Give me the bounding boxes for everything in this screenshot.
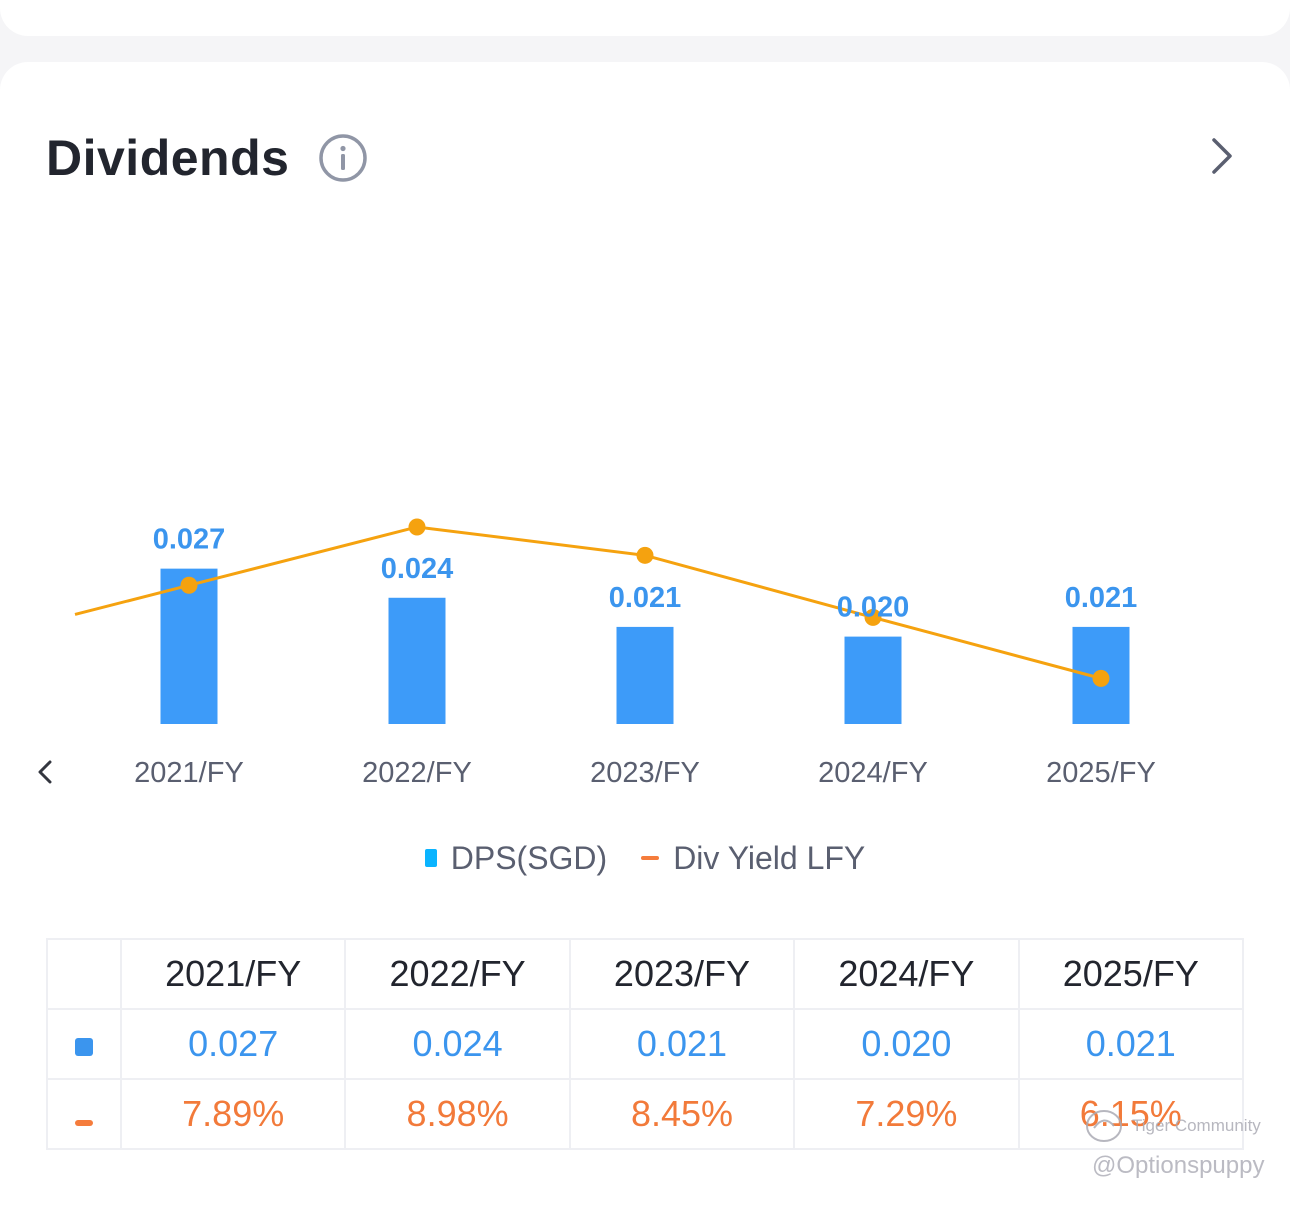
row-marker-dps [46, 1008, 122, 1080]
table-cell-dps: 0.021 [1017, 1008, 1245, 1080]
legend-label-yield: Div Yield LFY [673, 839, 866, 876]
dividends-table: 2021/FY 2022/FY 2023/FY 2024/FY 2025/FY … [46, 938, 1245, 1150]
legend-item-yield[interactable]: Div Yield LFY [641, 840, 865, 877]
dps-value-label: 0.021 [1065, 582, 1138, 614]
bar-swatch-icon [75, 1038, 93, 1056]
table-corner-cell [46, 938, 122, 1010]
table-header-cell: 2021/FY [119, 938, 347, 1010]
row-marker-yield [46, 1078, 122, 1150]
table-header-row: 2021/FY 2022/FY 2023/FY 2024/FY 2025/FY [46, 938, 1245, 1010]
chevron-right-icon[interactable] [1200, 134, 1244, 178]
table-cell-yield: 8.45% [568, 1078, 796, 1150]
dps-value-label: 0.027 [153, 524, 226, 556]
legend-line-swatch [641, 856, 660, 860]
div-yield-line [74, 525, 1102, 680]
previous-card [0, 0, 1290, 36]
div-yield-point[interactable] [180, 576, 198, 594]
dps-value-label: 0.024 [381, 553, 454, 585]
table-header-cell: 2025/FY [1017, 938, 1245, 1010]
table-row-yield: 7.89% 8.98% 8.45% 7.29% 6.15% [46, 1078, 1245, 1150]
info-circle-icon[interactable] [319, 134, 368, 182]
table-cell-yield: 7.29% [793, 1078, 1020, 1150]
div-yield-point[interactable] [408, 518, 426, 536]
dps-bar[interactable] [844, 636, 902, 724]
card-title: Dividends [46, 130, 290, 186]
tiger-logo-icon [1086, 1110, 1122, 1142]
dps-bar[interactable] [160, 568, 218, 724]
x-axis-label: 2021/FY [134, 757, 244, 789]
x-axis-label: 2023/FY [590, 757, 700, 789]
table-header-cell: 2024/FY [793, 938, 1020, 1010]
table-cell-dps: 0.021 [568, 1008, 796, 1080]
table-row-dps: 0.027 0.024 0.021 0.020 0.021 [46, 1008, 1245, 1080]
dps-bar[interactable] [388, 597, 446, 724]
table-header-cell: 2023/FY [568, 938, 796, 1010]
legend-bar-swatch [424, 849, 437, 867]
card-header: Dividends [46, 126, 368, 190]
dps-value-label: 0.021 [609, 582, 682, 614]
dividends-chart: 0.027 0.024 0.021 0.020 0.021 2021/FY 2022/FY… [38, 518, 1156, 789]
chart-legend: DPS(SGD) Div Yield LFY [0, 834, 1290, 882]
watermark-brand: Tiger Community [1084, 1108, 1274, 1144]
table-header-cell: 2022/FY [344, 938, 571, 1010]
table-cell-yield: 7.89% [119, 1078, 347, 1150]
table-cell-dps: 0.024 [344, 1008, 571, 1080]
chevron-left-icon[interactable] [38, 760, 52, 784]
table-cell-dps: 0.027 [119, 1008, 347, 1080]
x-axis-label: 2022/FY [362, 757, 472, 789]
table-cell-dps: 0.020 [793, 1008, 1020, 1080]
dps-value-label: 0.020 [837, 592, 910, 624]
div-yield-point[interactable] [1092, 669, 1110, 687]
x-axis-label: 2025/FY [1046, 757, 1156, 789]
table-cell-yield: 8.98% [344, 1078, 571, 1150]
div-yield-point[interactable] [864, 608, 882, 626]
dps-bar[interactable] [616, 626, 674, 724]
table-cell-yield: 6.15% [1017, 1078, 1245, 1150]
line-swatch-icon [75, 1120, 93, 1126]
watermark-brand-text: Tiger Community [1132, 1116, 1261, 1135]
legend-label-dps: DPS(SGD) [450, 839, 608, 876]
x-axis-label: 2024/FY [818, 757, 928, 789]
watermark-user: @Optionspuppy [1092, 1152, 1265, 1179]
div-yield-point[interactable] [636, 546, 654, 564]
legend-item-dps[interactable]: DPS(SGD) [424, 839, 608, 877]
